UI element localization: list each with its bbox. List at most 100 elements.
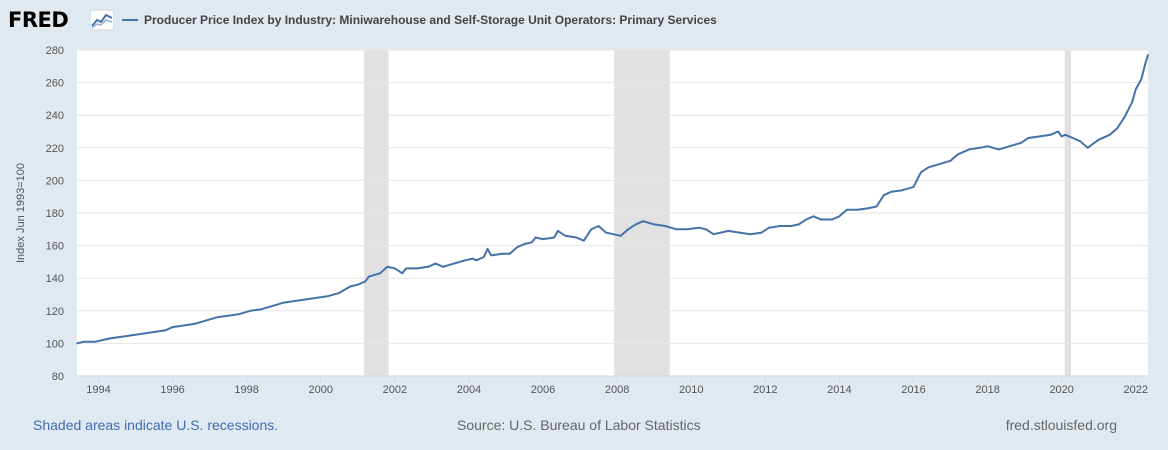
data-point	[401, 272, 404, 275]
x-tick-label: 2002	[383, 384, 407, 396]
data-point	[890, 191, 893, 193]
data-point	[797, 223, 800, 226]
data-point	[294, 300, 296, 302]
data-point	[1049, 133, 1052, 136]
x-tick-label: 2018	[975, 384, 999, 396]
data-point	[575, 236, 578, 239]
data-point	[1057, 130, 1059, 133]
data-point	[482, 256, 485, 258]
data-point	[868, 207, 870, 209]
data-point	[1140, 78, 1143, 81]
y-tick-label: 140	[46, 273, 64, 285]
data-point	[582, 239, 585, 242]
data-point	[838, 215, 841, 218]
y-axis-title: Index Jun 1993=100	[15, 163, 27, 263]
data-point	[260, 308, 263, 310]
data-point	[875, 205, 878, 208]
data-point	[305, 298, 307, 301]
data-point	[464, 259, 467, 262]
data-point	[327, 295, 329, 297]
data-point	[720, 231, 722, 234]
data-point	[564, 235, 567, 237]
data-point	[927, 166, 930, 169]
data-point	[590, 228, 592, 231]
data-point	[820, 218, 822, 221]
data-point	[1009, 145, 1011, 147]
recession-note-link[interactable]: Shaded areas indicate U.S. recessions.	[33, 417, 279, 433]
x-tick-label: 2010	[679, 384, 703, 396]
data-point	[664, 225, 667, 227]
data-point	[675, 228, 678, 231]
series-line	[76, 54, 1149, 345]
data-point	[434, 262, 437, 265]
data-point	[442, 265, 444, 268]
data-point	[1097, 138, 1100, 141]
site-link[interactable]: fred.stlouisfed.org	[1005, 417, 1117, 433]
legend-swatch	[122, 19, 138, 21]
data-point	[1020, 142, 1022, 144]
data-point	[997, 148, 1000, 151]
legend-series-label: Producer Price Index by Industry: Miniwa…	[144, 13, 717, 27]
data-point	[912, 186, 915, 188]
data-point	[153, 331, 155, 333]
x-tick-label: 1998	[234, 384, 258, 396]
data-point	[627, 228, 630, 231]
data-point	[1027, 137, 1030, 139]
data-point	[338, 292, 341, 294]
data-point	[379, 272, 381, 275]
x-tick-label: 2020	[1049, 384, 1073, 396]
data-point	[108, 337, 111, 340]
data-point	[1071, 137, 1074, 139]
data-point	[164, 329, 166, 332]
data-point	[605, 231, 607, 234]
x-tick-label: 1994	[86, 384, 110, 396]
fred-logo[interactable]: FRED	[8, 8, 69, 32]
data-point	[697, 226, 700, 229]
data-point	[182, 324, 185, 327]
data-point	[316, 296, 318, 299]
data-point	[93, 340, 96, 343]
data-point	[171, 326, 174, 328]
data-point	[101, 339, 103, 341]
data-point	[634, 223, 637, 226]
data-point	[1147, 54, 1149, 56]
data-point	[805, 218, 807, 221]
data-point	[131, 334, 133, 337]
data-point	[516, 246, 518, 249]
data-point	[386, 265, 389, 268]
data-point	[760, 231, 763, 234]
data-point	[1144, 63, 1146, 66]
data-point	[986, 145, 989, 147]
y-tick-label: 220	[46, 143, 64, 155]
data-point	[271, 305, 274, 307]
data-point	[949, 160, 952, 162]
data-point	[768, 226, 770, 229]
data-point	[553, 236, 555, 239]
y-tick-label: 200	[46, 175, 64, 187]
data-point	[416, 267, 418, 270]
data-point	[349, 285, 352, 288]
data-point	[779, 225, 781, 227]
data-point	[790, 225, 793, 227]
chart-header: FRED Producer Price Index by Industry: M…	[8, 6, 1158, 34]
data-point	[508, 252, 511, 255]
source-note: Source: U.S. Bureau of Labor Statistics	[457, 417, 701, 433]
y-tick-label: 120	[46, 306, 64, 318]
data-point	[542, 238, 544, 240]
y-tick-label: 280	[46, 45, 64, 57]
data-point	[712, 233, 715, 235]
data-point	[1131, 101, 1133, 103]
data-point	[523, 243, 526, 245]
x-tick-label: 1996	[160, 384, 184, 396]
data-point	[1060, 135, 1063, 138]
data-point	[705, 228, 707, 231]
data-point	[405, 267, 407, 270]
data-point	[368, 275, 370, 278]
chart-legend[interactable]: Producer Price Index by Industry: Miniwa…	[122, 6, 717, 34]
data-point	[901, 189, 904, 191]
data-point	[738, 231, 741, 234]
data-point	[653, 223, 655, 226]
y-tick-label: 80	[52, 371, 64, 383]
data-point	[427, 265, 429, 268]
